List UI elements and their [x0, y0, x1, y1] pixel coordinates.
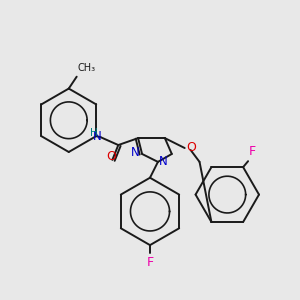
Text: F: F	[249, 145, 256, 158]
Text: H: H	[90, 128, 98, 138]
Text: N: N	[131, 146, 140, 160]
Text: N: N	[93, 130, 101, 142]
Text: F: F	[146, 256, 154, 269]
Text: O: O	[187, 140, 196, 154]
Text: CH₃: CH₃	[78, 63, 96, 73]
Text: O: O	[106, 150, 116, 163]
Text: N: N	[159, 155, 168, 168]
